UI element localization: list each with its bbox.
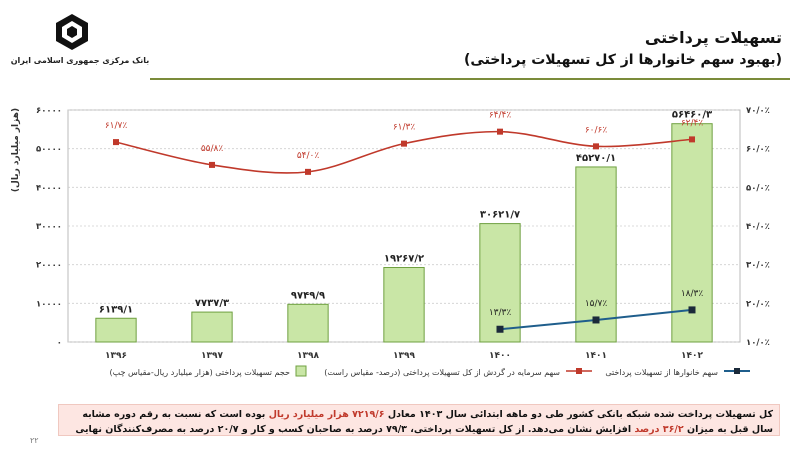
left-axis-tick-label: ۶۰۰۰۰ [36,106,62,116]
red-series-point [689,136,695,143]
red-series-point [113,139,119,146]
note-highlight-amount: ۷۲۱۹/۶ هزار میلیارد ریال [268,409,385,420]
red-series-label: ۶۲/۴٪ [681,118,704,128]
page-title: تسهیلات پرداختی [644,28,782,47]
page-subtitle: (بهبود سهم خانوارها از کل تسهیلات پرداخت… [464,52,782,68]
bar-value-label: ۵۶۴۶۰/۳ [672,110,712,121]
left-axis-title: (هزار میلیارد ریال) [11,108,21,192]
red-series-label: ۶۴/۴٪ [489,111,512,121]
bar-value-label: ۳۰۶۲۱/۷ [480,210,520,221]
bar-value-label: ۱۹۲۶۷/۲ [384,254,424,265]
legend-marker-red [576,368,582,374]
x-tick-label: ۱۴۰۲ [681,351,703,361]
blue-series-label: ۱۸/۳٪ [681,289,704,299]
right-axis-tick-label: ۱۰/۰٪ [746,338,770,348]
blue-series-point [688,306,696,314]
page-number: ۲۲ [30,436,39,445]
bar-2 [191,311,233,343]
legend-swatch-bars [295,365,307,377]
left-axis-tick-label: ۱۰۰۰۰ [36,299,62,309]
right-axis-tick-label: ۶۰/۰٪ [746,145,770,155]
bar-value-label: ۹۷۴۹/۹ [291,290,325,301]
note-text-3: افزایش نشان می‌دهد. از کل تسهیلات پرداخت… [75,424,632,435]
red-series-label: ۵۵/۸٪ [201,144,224,154]
red-series-label: ۶۱/۳٪ [393,123,416,133]
left-axis-tick-label: ۳۰۰۰۰ [36,222,62,232]
red-series-point [209,161,215,168]
title-divider [150,78,790,80]
x-tick-label: ۱۴۰۱ [585,351,607,361]
legend-label-bars: حجم تسهیلات پرداختی (هزار میلیارد ریال-م… [110,368,291,377]
right-axis-tick-label: ۵۰/۰٪ [746,183,770,193]
summary-note: کل تسهیلات پرداخت شده شبکه بانکی کشور طی… [58,404,780,436]
red-series-label: ۵۴/۰٪ [297,151,320,161]
left-axis-tick-label: ۵۰۰۰۰ [36,145,62,155]
right-axis-tick-label: ۲۰/۰٪ [746,299,770,309]
bar-1 [95,317,137,343]
left-axis-tick-label: ۴۰۰۰۰ [36,183,62,193]
legend-label-red: سهم سرمایه در گردش از کل تسهیلات پرداختی… [324,367,560,377]
x-tick-label: ۱۴۰۰ [489,351,511,361]
x-tick-label: ۱۳۹۶ [105,351,127,361]
left-axis-tick-label: ۰ [57,338,62,348]
note-text-1: کل تسهیلات پرداخت شده شبکه بانکی کشور طی… [384,409,773,420]
red-series-label: ۶۰/۶٪ [585,125,608,135]
bar-value-label: ۶۱۳۹/۱ [99,304,133,315]
blue-series-point [592,316,600,324]
note-text-2: بوده است که نسبت به رقم دوره مشابه سال ق… [82,409,773,435]
note-highlight-percent: ۳۶/۲ درصد [634,424,684,435]
bar-6 [575,166,617,343]
legend-label-blue: سهم خانوارها از تسهیلات پرداختی [605,368,718,377]
central-bank-logo [56,14,88,50]
bar-value-label: ۴۵۲۷۰/۱ [576,153,616,164]
red-series-point [305,168,311,175]
right-axis-tick-label: ۷۰/۰٪ [746,106,770,116]
x-tick-label: ۱۳۹۷ [201,351,223,361]
x-tick-label: ۱۳۹۸ [297,351,319,361]
blue-series-label: ۱۵/۷٪ [585,299,608,309]
bar-5 [479,223,521,343]
bank-name: بانک مرکزی جمهوری اسلامی ایران [10,56,150,65]
red-series-point [497,128,503,135]
bar-3 [287,303,329,343]
loans-chart: ۰ ۱۰۰۰۰ ۲۰۰۰۰ ۳۰۰۰۰ ۴۰۰۰۰ ۵۰۰۰۰ ۶۰۰۰۰ ۱۰/۰٪ ۲۰/۰… [11,106,770,377]
legend-marker-blue [734,368,740,374]
slide-header: بانک مرکزی جمهوری اسلامی ایران تسهیلات پ… [0,0,800,80]
red-series-point [593,143,599,150]
bar-value-label: ۷۷۳۷/۳ [195,298,229,309]
left-axis-tick-label: ۲۰۰۰۰ [36,261,62,271]
x-tick-label: ۱۳۹۹ [393,351,415,361]
blue-series-point [496,325,504,333]
right-axis-tick-label: ۴۰/۰٪ [746,222,770,232]
bar-4 [383,267,425,343]
red-series-label: ۶۱/۷٪ [105,121,128,131]
right-axis-tick-label: ۳۰/۰٪ [746,261,770,271]
blue-series-label: ۱۳/۳٪ [489,308,512,318]
red-series-point [401,140,407,147]
bar-7 [671,123,713,343]
